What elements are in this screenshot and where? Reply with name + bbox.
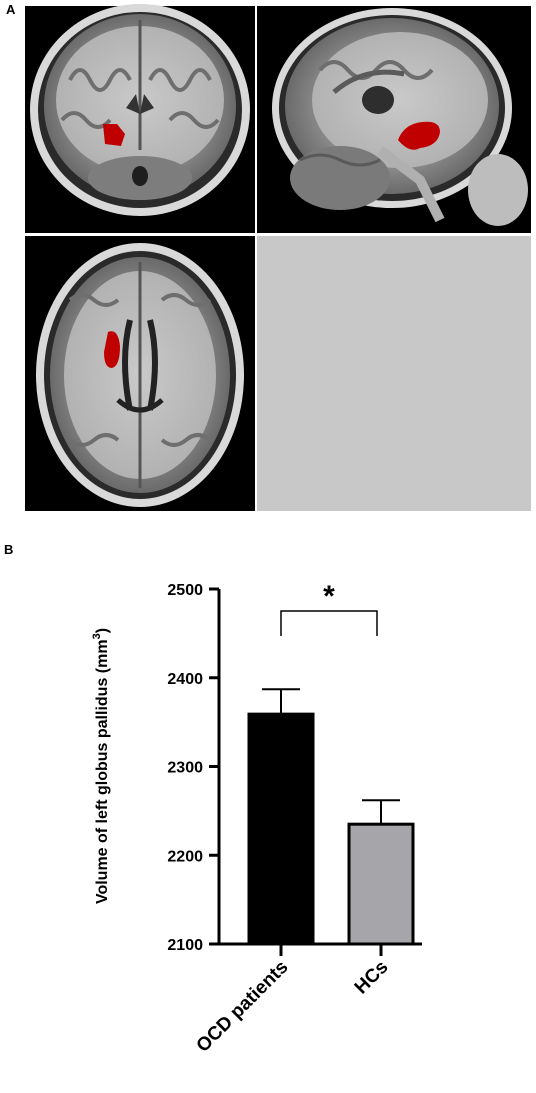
bar-hcs <box>347 822 415 946</box>
coronal-view <box>25 4 255 233</box>
significance-marker: * <box>323 580 335 613</box>
y-axis-label: Volume of left globus pallidus (mm3) <box>91 628 111 904</box>
x-tick-label: OCD patients <box>193 957 293 1057</box>
bar-ocd-patients <box>247 712 315 946</box>
axial-view <box>25 236 255 511</box>
x-tick-label: HCs <box>351 957 393 999</box>
panel-a-label: A <box>6 2 16 17</box>
empty-cell <box>257 236 531 511</box>
y-axis-label-main: Volume of left globus pallidus (mm <box>94 639 111 904</box>
panel-b-label: B <box>4 542 14 557</box>
significance-bracket <box>280 610 378 636</box>
y-tick-label: 2500 <box>167 582 203 599</box>
coronal-highlight <box>103 124 125 146</box>
y-tick-label: 2300 <box>167 760 203 777</box>
y-tick-label: 2100 <box>167 937 203 954</box>
axial-highlight <box>104 331 120 368</box>
y-tick-label: 2400 <box>167 671 203 688</box>
sagittal-highlight <box>398 121 440 150</box>
mri-panel-a <box>25 4 531 511</box>
y-axis-label-close: ) <box>94 628 111 633</box>
sagittal-view <box>257 6 531 233</box>
y-axis-label-sup: 3 <box>91 633 103 639</box>
y-tick-label: 2200 <box>167 848 203 865</box>
bar-chart: 2100 2200 2300 2400 2500 OCD patients HCs * V… <box>91 580 422 1057</box>
